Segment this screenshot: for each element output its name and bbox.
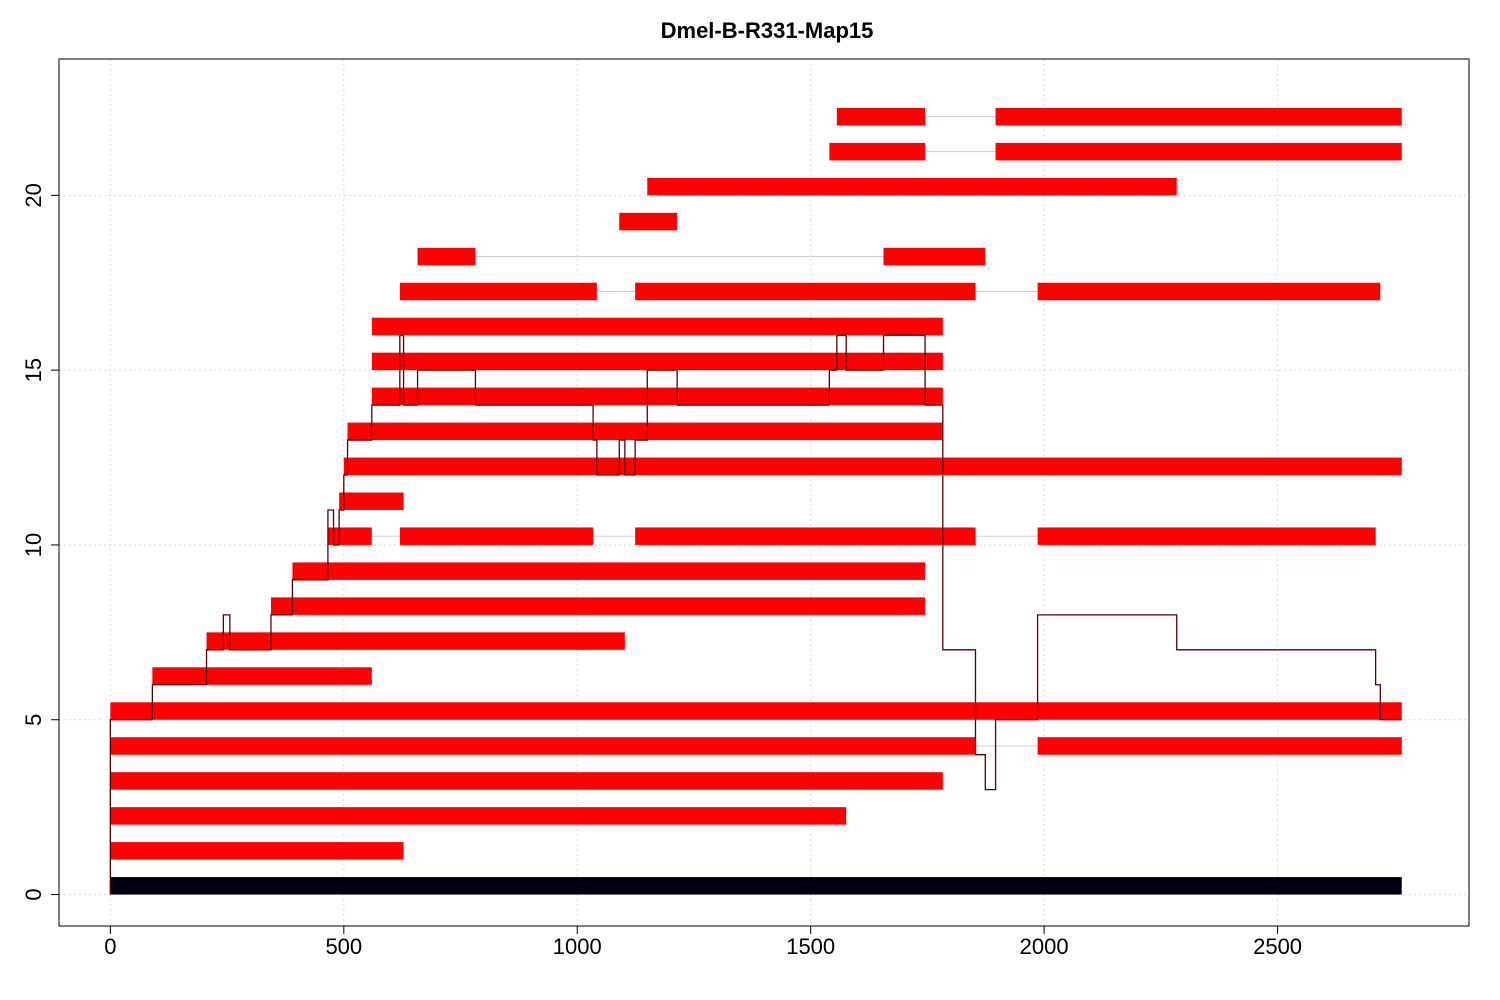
alignment-segment — [339, 492, 404, 510]
alignment-segment — [327, 527, 372, 545]
alignment-segment — [110, 807, 847, 825]
alignment-bars — [110, 107, 1402, 895]
alignment-segment — [371, 317, 943, 336]
x-tick-label: 2500 — [1253, 934, 1302, 959]
alignment-segment — [347, 422, 943, 441]
alignment-segment — [995, 107, 1402, 126]
alignment-segment — [399, 527, 594, 545]
alignment-segment — [110, 842, 404, 860]
alignment-segment — [829, 142, 926, 161]
alignment-segment — [152, 667, 372, 685]
alignment-segment — [1037, 737, 1402, 755]
alignment-segment — [647, 177, 1177, 196]
alignment-segment — [619, 212, 678, 231]
alignment-segment — [995, 142, 1402, 161]
alignment-segment — [635, 282, 976, 301]
reference-bar — [110, 877, 1402, 895]
alignment-segment — [417, 247, 476, 266]
x-tick-label: 1000 — [553, 934, 602, 959]
alignment-segment — [292, 562, 926, 580]
alignment-segment — [883, 247, 986, 266]
x-axis: 0 500 1000 1500 2000 2500 — [104, 925, 1302, 959]
alignment-segment — [1037, 282, 1381, 301]
y-tick-label: 0 — [21, 888, 46, 900]
alignment-segment — [270, 597, 926, 615]
alignment-segment — [206, 632, 625, 650]
y-tick-label: 5 — [21, 714, 46, 726]
x-tick-label: 2000 — [1020, 934, 1069, 959]
alignment-segment — [110, 702, 1402, 720]
y-tick-label: 20 — [21, 183, 46, 207]
chart-title: Dmel-B-R331-Map15 — [661, 18, 874, 43]
alignment-segment — [836, 107, 926, 126]
y-tick-label: 10 — [21, 533, 46, 557]
alignment-segment — [110, 772, 943, 790]
alignment-segment — [399, 282, 597, 301]
coverage-line-layer — [109, 334, 1402, 895]
alignment-segment — [371, 352, 943, 371]
x-tick-label: 1500 — [786, 934, 835, 959]
coverage-line — [109, 334, 1402, 895]
y-tick-label: 15 — [21, 358, 46, 382]
connector-layer — [371, 116, 1038, 747]
alignment-segment — [371, 387, 943, 406]
x-tick-label: 0 — [104, 934, 116, 959]
y-axis: 0 5 10 15 20 — [21, 183, 60, 901]
alignment-segment — [343, 457, 1402, 476]
alignment-segment — [635, 527, 976, 545]
alignment-segment — [110, 737, 976, 755]
alignment-segment — [1037, 527, 1376, 545]
x-tick-label: 500 — [325, 934, 362, 959]
